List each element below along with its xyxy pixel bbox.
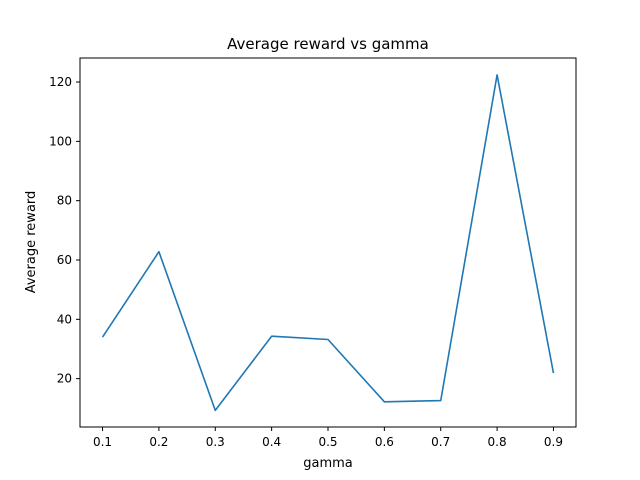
x-tick-label: 0.5 [318, 435, 337, 449]
y-axis-ticks: 20 40 60 80 100 120 [49, 75, 80, 386]
y-tick-label: 120 [49, 75, 72, 89]
x-tick-label: 0.8 [488, 435, 507, 449]
x-tick-label: 0.4 [262, 435, 281, 449]
x-tick-label: 0.1 [93, 435, 112, 449]
y-axis-label: Average reward [24, 191, 39, 294]
x-tick-label: 0.2 [149, 435, 168, 449]
x-axis-ticks: 0.1 0.2 0.3 0.4 0.5 0.6 0.7 0.8 0.9 [93, 427, 563, 449]
y-tick-label: 100 [49, 134, 72, 148]
y-tick-label: 20 [57, 372, 72, 386]
x-tick-label: 0.6 [375, 435, 394, 449]
x-tick-label: 0.7 [431, 435, 450, 449]
chart-title: Average reward vs gamma [227, 35, 429, 53]
x-axis-label: gamma [303, 456, 353, 471]
y-tick-label: 80 [57, 194, 72, 208]
x-tick-label: 0.9 [544, 435, 563, 449]
y-tick-label: 40 [57, 312, 72, 326]
y-tick-label: 60 [57, 253, 72, 267]
series-line-0 [101, 74, 555, 412]
x-tick-label: 0.3 [206, 435, 225, 449]
